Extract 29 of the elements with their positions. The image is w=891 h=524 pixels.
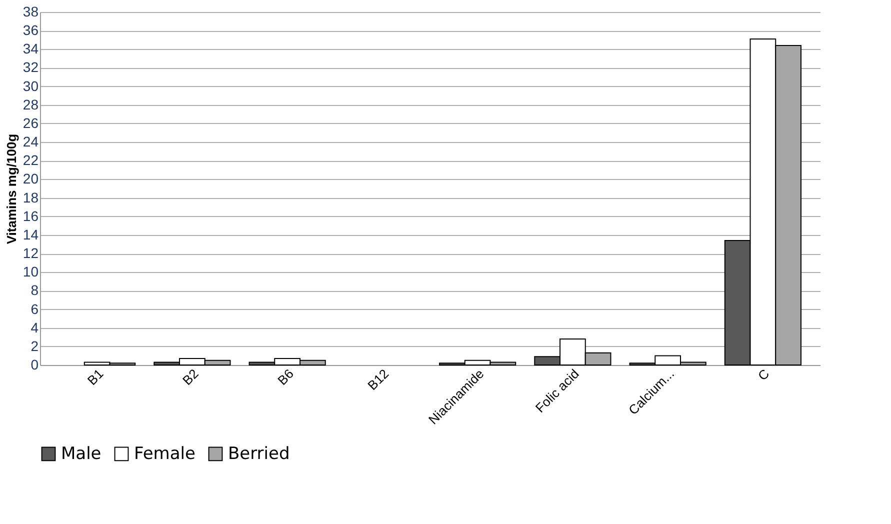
y-tick-label: 12 <box>22 245 39 262</box>
y-tick-label: 0 <box>30 356 39 372</box>
y-tick-label: 14 <box>22 226 39 242</box>
x-tick-label: C <box>754 366 772 384</box>
y-tick-label: 34 <box>22 40 39 57</box>
legend-label: Male <box>61 444 102 464</box>
y-tick-label: 28 <box>22 96 39 112</box>
y-tick-label: 4 <box>30 319 39 336</box>
y-tick-label: 30 <box>22 78 39 94</box>
y-axis-title: Vitamins mg/100g <box>4 134 19 244</box>
legend-label: Female <box>134 444 196 464</box>
y-tick-label: 32 <box>22 59 39 76</box>
y-tick-label: 18 <box>22 189 39 206</box>
y-tick-label: 20 <box>22 170 39 187</box>
x-tick-label: B2 <box>180 366 202 388</box>
y-tick-label: 10 <box>22 264 39 280</box>
y-tick-label: 16 <box>22 208 39 224</box>
x-tick-label: B6 <box>274 366 297 388</box>
x-tick-label: B12 <box>364 366 392 394</box>
y-tick-label: 36 <box>22 22 39 38</box>
y-tick-label: 26 <box>22 114 39 131</box>
y-tick-label: 8 <box>30 282 39 298</box>
legend-label: Berried <box>228 444 290 464</box>
y-tick-label: 6 <box>30 300 39 317</box>
y-tick-label: 24 <box>22 134 39 150</box>
y-tick-label: 22 <box>22 152 39 168</box>
y-tick-label: 2 <box>30 338 39 354</box>
y-tick-label: 38 <box>22 4 39 20</box>
x-tick-label: B1 <box>84 366 106 388</box>
